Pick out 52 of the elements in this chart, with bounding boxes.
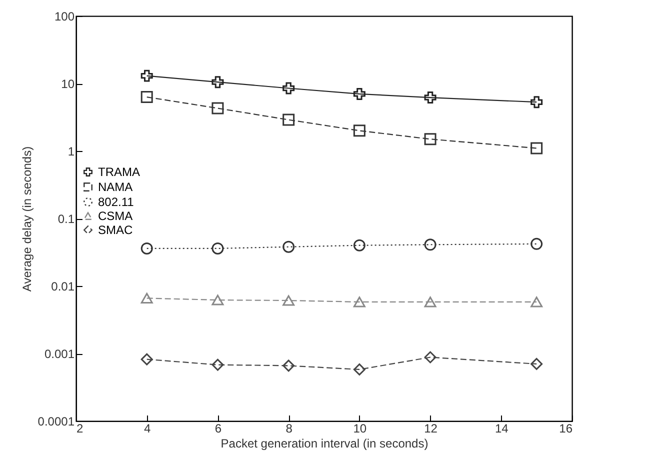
point [424,296,436,308]
point [353,124,366,137]
y-tick-label: 10 [61,77,75,91]
point [530,358,543,370]
x-tick-label: 12 [424,422,438,436]
point [353,88,366,100]
point [282,295,295,306]
point [530,142,543,154]
point [353,363,366,376]
x-tick-label: 16 [559,422,573,436]
legend-label: 802.11 [98,195,134,209]
point [212,76,224,88]
point [212,358,224,371]
point [530,296,543,308]
x-tick-label: 2 [76,422,84,436]
point [282,114,295,126]
point [140,70,153,82]
y-tick-label: 100 [54,10,75,24]
x-tick-label: 10 [353,422,367,436]
x-tick-label: 8 [286,422,293,436]
point [140,91,153,104]
legend-label: TRAMA [98,165,140,179]
legend-label: NAMA [98,180,133,194]
point [424,238,436,251]
y-tick-label: 0.1 [58,212,75,226]
point [530,96,543,108]
legend-label: CSMA [98,209,133,223]
y-tick-label: 1 [68,144,75,158]
legend-label: SMAC [98,223,134,237]
point [212,102,224,114]
point [353,296,366,308]
point [530,238,543,250]
y-tick-label: 0.01 [51,280,75,294]
point [212,294,224,306]
point [140,353,153,366]
point [424,133,436,146]
point [353,239,366,252]
x-tick-label: 14 [494,422,509,436]
y-tick-label: 0.001 [44,347,75,361]
x-tick-label: 6 [214,422,222,436]
point [140,242,153,254]
point [282,360,295,372]
x-tick-label: 4 [144,422,152,436]
point [282,240,295,253]
point [140,292,153,304]
x-axis-title: Packet generation interval (in seconds) [220,436,428,450]
point [212,242,224,254]
point [424,351,436,364]
y-tick-label: 0.0001 [38,414,75,428]
y-axis-title: Average delay (in seconds) [20,146,34,292]
point [282,82,295,94]
point [424,92,436,104]
